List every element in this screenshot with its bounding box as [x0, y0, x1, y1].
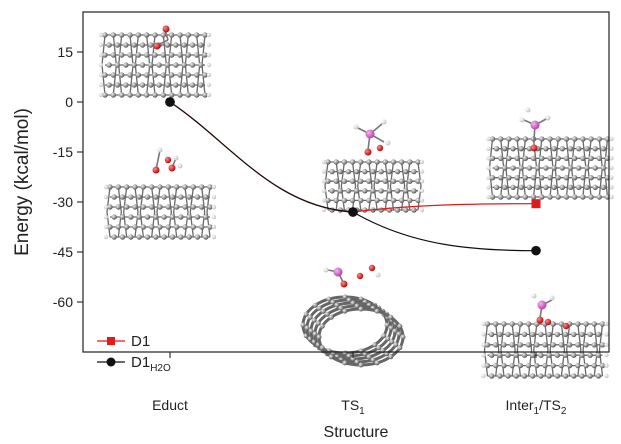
axis-ticks: 15 0 -15 -30 -45 -60 Educt TS1 Inter1/TS2	[53, 44, 567, 417]
x-tick-label: TS1	[341, 397, 365, 417]
y-tick-label: 15	[57, 44, 73, 60]
y-tick-label: 0	[65, 94, 73, 110]
nanotube-model-inter-d1	[486, 107, 614, 200]
nanotube-model-educt-h2o	[103, 147, 217, 240]
legend-label-d1-h2o: D1H2O	[131, 354, 171, 374]
x-tick-label: Educt	[152, 397, 188, 413]
data-point-d1-2	[531, 199, 541, 209]
series-line-d1-h2o	[169, 101, 537, 252]
data-point-d1-h2o-2	[531, 245, 541, 256]
nanotube-model-inter-h2o	[481, 293, 609, 379]
nanotube-model-educt-d1	[98, 25, 212, 98]
nanotube-model-ts1-d1	[321, 119, 425, 213]
series-line-d1	[169, 101, 537, 213]
y-tick-label: -60	[53, 294, 73, 310]
y-tick-label: -15	[53, 144, 73, 160]
series-layer	[165, 97, 541, 256]
molecular-model-insets	[98, 25, 614, 379]
y-tick-label: -45	[53, 244, 73, 260]
legend: D1 D1H2O	[97, 333, 171, 374]
plot-frame	[82, 11, 610, 353]
legend-marker-d1	[107, 337, 115, 345]
y-axis-title: Energy (kcal/mol)	[12, 108, 33, 256]
legend-marker-d1-h2o	[106, 357, 116, 367]
data-point-d1-h2o-0	[165, 97, 175, 107]
legend-label-d1: D1	[131, 333, 150, 350]
x-axis-title: Structure	[324, 424, 389, 441]
y-tick-label: -30	[53, 194, 73, 210]
data-point-d1-h2o-1	[348, 207, 358, 217]
x-tick-label: Inter1/TS2	[506, 397, 567, 417]
